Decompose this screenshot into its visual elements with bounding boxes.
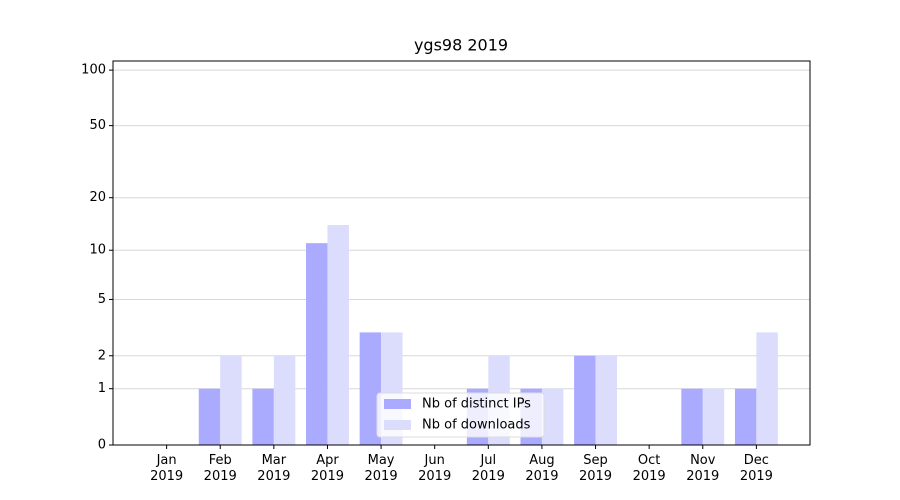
plot-frame xyxy=(112,60,811,446)
legend-label: Nb of downloads xyxy=(422,418,531,433)
legend-swatch xyxy=(384,399,411,409)
x-tick-label: Dec 2019 xyxy=(739,453,773,484)
bar xyxy=(306,243,328,445)
legend-label: Nb of distinct IPs xyxy=(422,397,531,412)
x-tick-label: May 2019 xyxy=(364,453,398,484)
bar xyxy=(574,355,596,445)
bar xyxy=(734,388,757,445)
legend-swatch xyxy=(384,420,411,430)
y-tick-label: 10 xyxy=(89,243,106,258)
y-tick-label: 100 xyxy=(81,63,106,78)
bar xyxy=(327,225,349,445)
x-tick-label: Nov 2019 xyxy=(686,453,720,484)
bar xyxy=(541,388,564,445)
y-tick-label: 50 xyxy=(89,118,106,133)
x-tick-label: Aug 2019 xyxy=(525,453,559,484)
y-tick-label: 20 xyxy=(89,190,106,205)
bar xyxy=(252,388,274,445)
bar xyxy=(702,388,725,445)
x-tick-label: Feb 2019 xyxy=(203,453,237,484)
x-tick-label: Jan 2019 xyxy=(150,453,184,484)
bar xyxy=(359,332,382,445)
legend: Nb of distinct IPs Nb of downloads xyxy=(376,392,545,438)
x-tick-label: Jun 2019 xyxy=(418,453,452,484)
x-tick-label: Oct 2019 xyxy=(632,453,666,484)
bar xyxy=(595,355,617,445)
bar xyxy=(756,332,778,445)
y-tick-label: 1 xyxy=(98,381,106,396)
legend-box xyxy=(376,392,545,438)
y-tick-label: 0 xyxy=(98,438,106,453)
bar xyxy=(273,355,296,445)
x-tick-label: Jul 2019 xyxy=(471,453,505,484)
y-tick-label: 2 xyxy=(98,348,106,363)
y-tick-label: 5 xyxy=(98,292,106,307)
bar xyxy=(198,388,221,445)
x-tick-label: Sep 2019 xyxy=(578,453,613,484)
chart-title: ygs98 2019 xyxy=(414,36,508,55)
bar xyxy=(220,355,242,445)
bar xyxy=(681,388,703,445)
x-tick-label: Apr 2019 xyxy=(310,453,344,484)
x-tick-label: Mar 2019 xyxy=(257,453,291,484)
